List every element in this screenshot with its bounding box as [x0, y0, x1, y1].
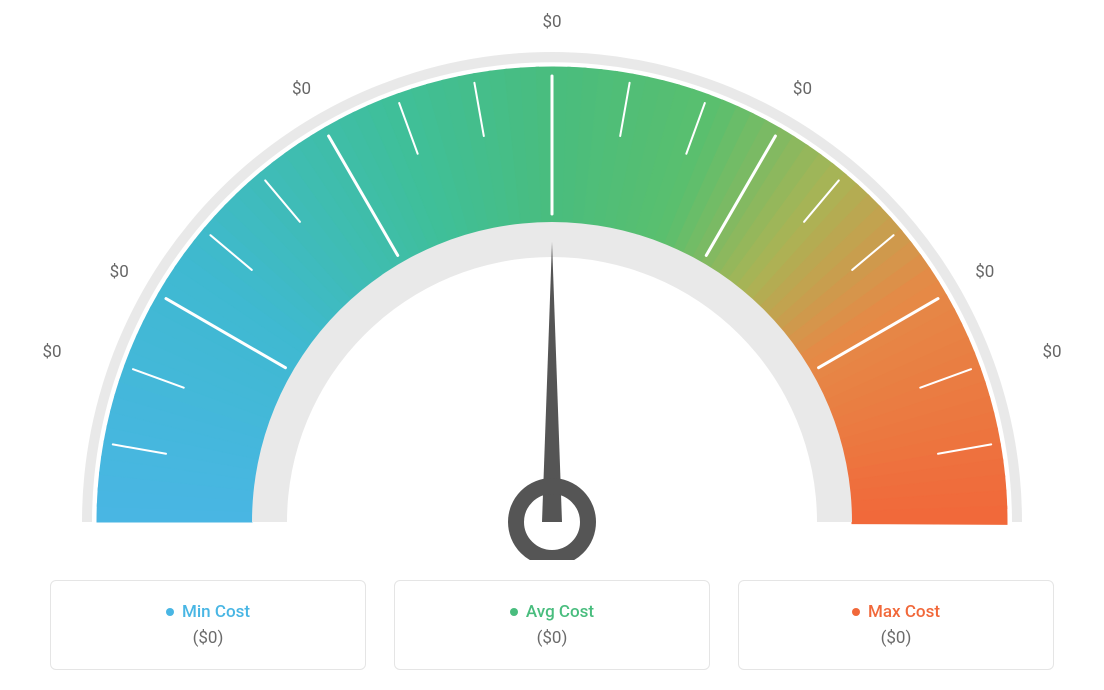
min-cost-value: ($0) — [193, 628, 224, 648]
gauge-area: $0$0$0$0$0$0$0 — [0, 0, 1104, 560]
dot-icon — [510, 608, 518, 616]
max-cost-title: Max Cost — [868, 602, 940, 622]
dot-icon — [852, 608, 860, 616]
min-cost-title: Min Cost — [182, 602, 250, 622]
avg-cost-value: ($0) — [537, 628, 568, 648]
min-cost-card: Min Cost ($0) — [50, 580, 366, 670]
cost-gauge-widget: $0$0$0$0$0$0$0 Min Cost ($0) Avg Cost ($… — [0, 0, 1104, 690]
avg-cost-card: Avg Cost ($0) — [394, 580, 710, 670]
dot-icon — [166, 608, 174, 616]
avg-cost-title: Avg Cost — [526, 602, 594, 622]
max-cost-value: ($0) — [881, 628, 912, 648]
legend-row: Min Cost ($0) Avg Cost ($0) Max Cost ($0… — [0, 570, 1104, 690]
gauge-chart — [0, 0, 1104, 560]
max-cost-card: Max Cost ($0) — [738, 580, 1054, 670]
